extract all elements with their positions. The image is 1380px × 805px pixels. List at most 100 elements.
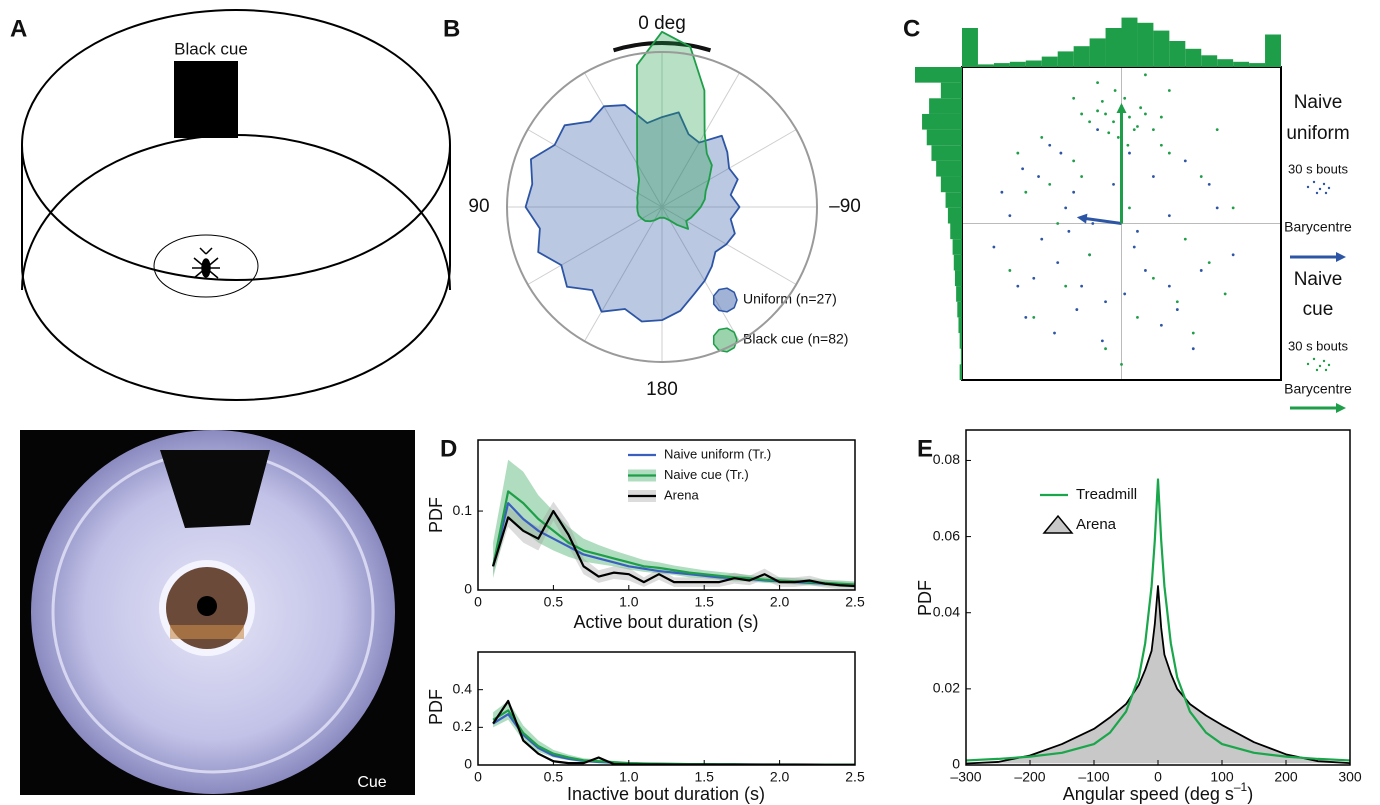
point: [1064, 206, 1068, 210]
cue: [174, 61, 238, 138]
plot-area: [492, 699, 855, 765]
panel-label: A: [10, 15, 27, 42]
arena-photo: [20, 430, 415, 795]
histogram-bar: [977, 64, 994, 67]
histogram-bar: [959, 333, 962, 349]
ant: [192, 247, 220, 279]
point: [1056, 261, 1060, 265]
point: [1040, 136, 1044, 139]
x-axis-label: Angular speed (deg s–1): [1063, 780, 1253, 804]
point: [1088, 253, 1091, 257]
barycentre-arrow-shaft: [1083, 216, 1122, 225]
histogram-bar: [1185, 48, 1202, 67]
legend-label: Naive uniform (Tr.): [664, 446, 771, 461]
series-line: [492, 509, 855, 588]
x-axis-label-part: ): [1247, 784, 1253, 804]
point: [1120, 362, 1123, 366]
point: [1132, 245, 1136, 249]
x-tick-label: 2.5: [845, 769, 865, 785]
histogram-bar: [1217, 59, 1234, 67]
point: [1183, 159, 1187, 163]
angular-tick-label: 0 deg: [638, 13, 686, 34]
histogram-bar: [915, 67, 962, 83]
x-axis-label-part: –1: [1234, 780, 1248, 794]
point: [1008, 214, 1012, 218]
polar-spoke: [584, 72, 663, 208]
histogram-bar: [1265, 34, 1281, 67]
histogram-bar: [953, 254, 962, 271]
legend-sample-dot: [1318, 364, 1322, 368]
histogram-bar: [959, 364, 962, 380]
polar-frame: [506, 51, 818, 363]
legend-sample-dot: [1306, 185, 1310, 189]
histogram-bar: [1169, 41, 1186, 67]
point: [1100, 100, 1104, 103]
x-tick-label: 0: [474, 594, 482, 610]
photo-label: Cue: [357, 774, 386, 791]
x-tick-label: 2.0: [770, 594, 790, 610]
point: [1215, 206, 1219, 210]
y-tick-label: 0.08: [933, 451, 960, 467]
point: [1040, 237, 1044, 241]
point: [1191, 347, 1195, 351]
legend-arrow-head: [1336, 403, 1346, 413]
point: [1064, 284, 1068, 288]
point: [1144, 269, 1147, 272]
legend-sample-label: 30 s bouts: [1288, 338, 1348, 353]
series-line: [492, 709, 855, 765]
x-axis-label: Inactive bout duration (s): [567, 784, 765, 804]
polar-spoke: [661, 206, 797, 285]
histogram-bar: [940, 82, 962, 99]
pupil: [197, 596, 217, 616]
polar-spoke: [661, 72, 740, 208]
point: [1107, 131, 1111, 135]
y-tick-label: 0.06: [933, 527, 960, 543]
point: [1067, 229, 1071, 233]
histogram-bar: [940, 176, 962, 193]
panel-label: C: [903, 15, 920, 42]
point: [1096, 81, 1099, 85]
point: [1053, 331, 1056, 335]
point: [1128, 206, 1131, 210]
polar-spoke: [661, 206, 740, 342]
series-line: [966, 585, 1350, 765]
cue-arc: [612, 41, 712, 53]
ball: [153, 234, 259, 298]
point: [1024, 190, 1028, 194]
point: [1016, 284, 1020, 288]
x-tick-label: –200: [1014, 769, 1045, 785]
point: [1032, 276, 1036, 280]
point: [992, 245, 996, 249]
plot-area: [966, 478, 1350, 765]
histogram-bar: [929, 98, 962, 114]
cue-label: Black cue: [174, 39, 248, 58]
histogram-bar: [1201, 55, 1218, 67]
point: [1016, 151, 1020, 155]
x-tick-label: 200: [1274, 769, 1298, 785]
histogram-bar: [1153, 30, 1170, 68]
legend-arrow: [1290, 252, 1346, 262]
x-axis-label-part: Angular speed (deg s: [1063, 784, 1234, 804]
point: [1080, 112, 1084, 116]
base-edge: [21, 264, 451, 401]
histogram-bar: [945, 192, 962, 208]
point: [1116, 136, 1120, 139]
polar-spoke: [584, 206, 663, 342]
point: [1096, 109, 1099, 113]
histogram-bar: [950, 223, 962, 240]
y-tick-label: 0.02: [933, 680, 960, 696]
point: [1136, 229, 1139, 233]
y-axis-label: PDF: [915, 580, 935, 616]
x-tick-label: –300: [950, 769, 981, 785]
point: [1112, 120, 1115, 124]
legend-sample-dot: [1322, 359, 1326, 363]
histogram-bar: [926, 129, 962, 146]
error-band: [493, 459, 855, 588]
point: [1113, 89, 1117, 92]
point: [1032, 316, 1036, 319]
histogram-bar: [956, 286, 962, 302]
point: [1091, 222, 1095, 225]
plot-frame: [477, 651, 856, 766]
plot-area: [492, 459, 855, 590]
y-axis-label: PDF: [426, 497, 446, 533]
